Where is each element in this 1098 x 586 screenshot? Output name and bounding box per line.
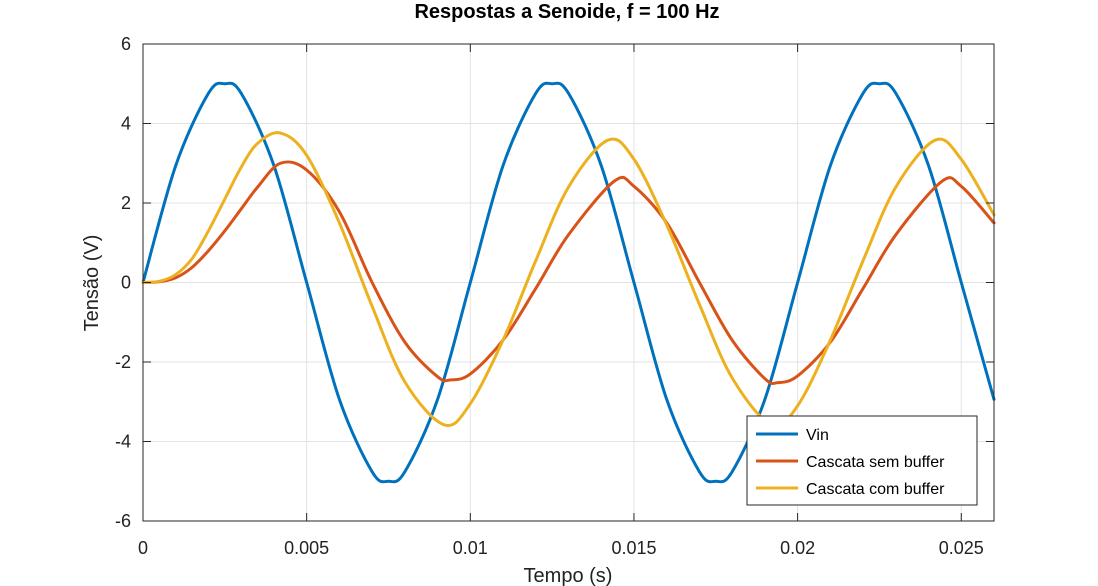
y-tick-label: -4 xyxy=(115,432,131,452)
y-tick-label: 2 xyxy=(121,193,131,213)
tick-marks xyxy=(142,43,994,522)
y-tick-label: 0 xyxy=(121,273,131,293)
x-axis-label: Tempo (s) xyxy=(524,565,613,586)
x-tick-label: 0.015 xyxy=(611,538,656,558)
x-tick-label: 0.025 xyxy=(939,538,984,558)
legend-label-vin: Vin xyxy=(806,427,829,444)
legend-label-cascata-com-buffer: Cascata com buffer xyxy=(806,481,945,498)
x-tick-labels: 0 0.005 0.01 0.015 0.02 0.025 xyxy=(138,538,984,558)
y-tick-label: -2 xyxy=(115,352,131,372)
y-tick-labels: -6 -4 -2 0 2 4 6 xyxy=(115,34,131,531)
legend-label-cascata-sem-buffer: Cascata sem buffer xyxy=(806,454,945,471)
legend: Vin Cascata sem buffer Cascata com buffe… xyxy=(746,415,978,506)
y-tick-label: -6 xyxy=(115,511,131,531)
x-tick-label: 0.02 xyxy=(780,538,815,558)
series-line-vin xyxy=(141,81,996,484)
series-layer xyxy=(141,81,996,484)
y-tick-label: 4 xyxy=(121,114,131,134)
y-axis-label: Tensão (V) xyxy=(81,235,103,332)
x-tick-label: 0.01 xyxy=(453,538,488,558)
x-tick-label: 0 xyxy=(138,538,148,558)
y-tick-label: 6 xyxy=(121,34,131,54)
series-line-cascata-com-buffer xyxy=(141,131,996,428)
x-tick-label: 0.005 xyxy=(284,538,329,558)
chart-title: Respostas a Senoide, f = 100 Hz xyxy=(414,1,719,23)
